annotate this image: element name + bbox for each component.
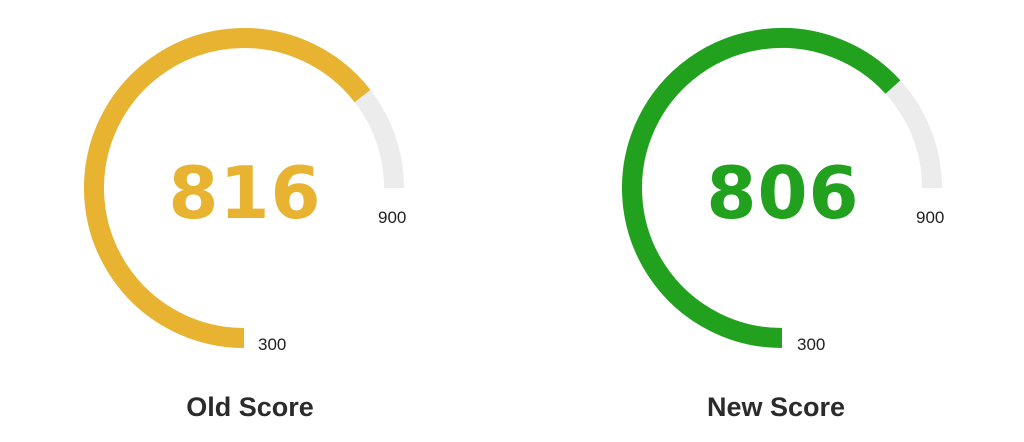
new-score-value: 806 xyxy=(706,151,860,235)
new-score-gauge: 806 900 300 New Score xyxy=(512,0,1024,442)
old-score-value: 816 xyxy=(168,151,322,235)
new-score-max-label: 900 xyxy=(916,208,945,227)
old-score-title: Old Score xyxy=(186,392,314,422)
old-score-gauge: 816 900 300 Old Score xyxy=(84,28,407,422)
old-score-max-label: 900 xyxy=(378,208,407,227)
new-score-dial xyxy=(622,28,942,348)
old-score-dial xyxy=(84,28,404,348)
old-score-min-label: 300 xyxy=(258,335,287,354)
old-score-progress-arc xyxy=(84,28,371,348)
new-score-title: New Score xyxy=(706,392,846,422)
new-score-min-label: 300 xyxy=(797,335,826,354)
new-score-progress-arc xyxy=(622,28,901,348)
